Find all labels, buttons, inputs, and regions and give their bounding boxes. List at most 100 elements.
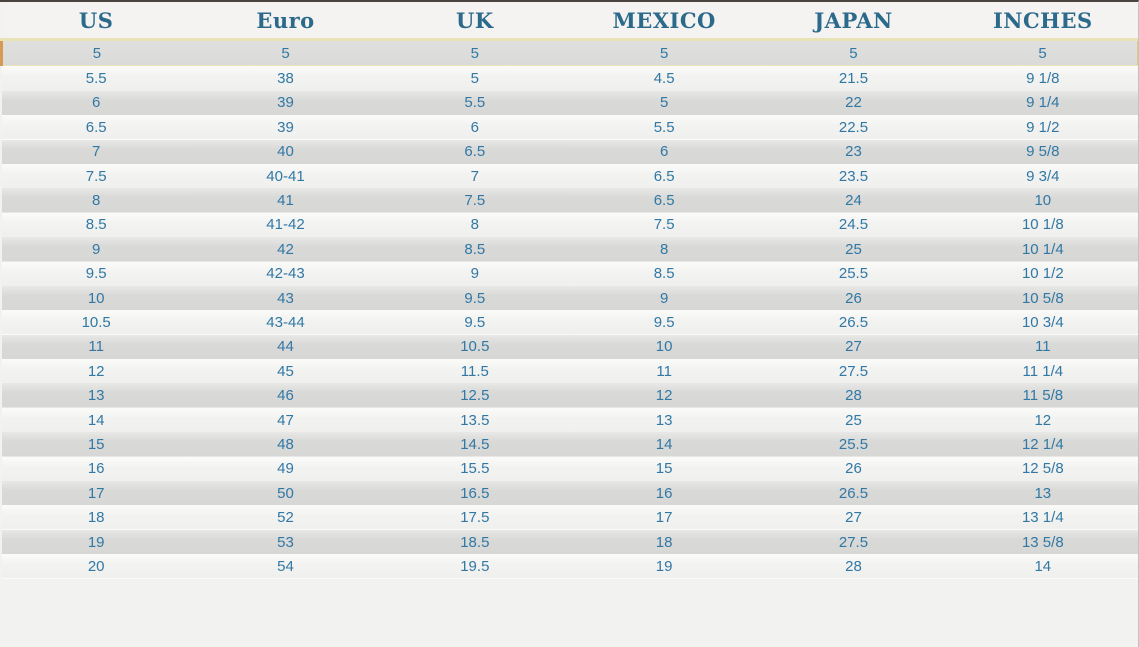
table-cell: 7.5 — [464, 192, 486, 210]
table-cell: 9 — [470, 265, 479, 283]
table-cell: 5 — [92, 44, 102, 62]
table-cell: 26 — [845, 460, 862, 478]
table-cell: 23 — [845, 143, 862, 161]
table-cell: 10.5 — [460, 338, 490, 356]
table-cell: 13.5 — [460, 411, 490, 429]
table-cell: 49 — [277, 460, 294, 478]
table-header-row: US Euro UK MEXICO JAPAN INCHES — [1, 2, 1138, 41]
table-cell: 25 — [845, 240, 862, 258]
table-row: 7.5 40-41 7 6.5 23.5 9 3/4 — [1, 163, 1138, 189]
table-cell: 8.5 — [464, 240, 486, 258]
table-cell: 14.5 — [460, 435, 490, 453]
table-cell: 24 — [845, 192, 862, 210]
table-cell: 8 — [659, 240, 669, 258]
table-cell: 42-43 — [266, 265, 305, 283]
table-cell: 52 — [277, 509, 294, 527]
table-cell: 9.5 — [464, 289, 486, 307]
table-row: 17 50 16.5 16 26.5 13 — [1, 481, 1138, 506]
table-cell: 21.5 — [838, 70, 869, 88]
table-cell: 27 — [845, 509, 862, 527]
table-cell: 13 1/4 — [1021, 509, 1064, 527]
table-cell: 11.5 — [460, 362, 489, 380]
table-cell: 11 5/8 — [1022, 387, 1064, 405]
table-cell: 28 — [845, 387, 862, 405]
column-header-us: US — [1, 2, 191, 41]
table-row: 18 52 17.5 17 27 13 1/4 — [1, 505, 1138, 530]
table-cell: 7 — [470, 167, 479, 185]
table-cell: 5.5 — [464, 94, 486, 112]
table-cell: 13 — [1034, 484, 1052, 502]
table-cell: 18 — [655, 533, 673, 551]
table-cell: 27.5 — [838, 362, 869, 380]
table-row: 10 43 9.5 9 26 10 5/8 — [1, 285, 1138, 311]
table-cell: 15.5 — [460, 460, 490, 478]
table-row: 12 45 11.5 11 27.5 11 1/4 — [1, 359, 1138, 384]
table-cell: 6 — [659, 143, 669, 161]
table-cell: 12 — [1034, 411, 1052, 429]
table-row: 5 5 5 5 5 5 — [1, 39, 1138, 66]
table-cell: 15 — [655, 460, 673, 478]
table-cell: 27 — [845, 338, 862, 356]
table-cell: 4.5 — [653, 70, 675, 88]
table-cell: 22.5 — [838, 118, 869, 136]
table-cell: 9 1/2 — [1026, 118, 1060, 136]
table-row: 8 41 7.5 6.5 24 10 — [1, 188, 1138, 213]
table-row: 19 53 18.5 18 27.5 13 5/8 — [1, 529, 1138, 555]
table-row: 9 42 8.5 8 25 10 1/4 — [1, 237, 1138, 262]
table-cell: 16 — [87, 460, 105, 478]
table-row: 16 49 15.5 15 26 12 5/8 — [1, 456, 1138, 482]
table-cell: 5 — [281, 44, 290, 62]
table-cell: 9 3/4 — [1026, 167, 1060, 185]
table-cell: 26.5 — [838, 484, 869, 502]
table-cell: 39 — [277, 94, 294, 112]
table-cell: 6.5 — [464, 143, 486, 161]
column-header-euro: Euro — [190, 2, 381, 41]
table-cell: 25.5 — [838, 265, 869, 283]
table-cell: 10 1/2 — [1021, 265, 1064, 283]
table-cell: 48 — [277, 435, 294, 453]
column-header-japan: JAPAN — [758, 2, 949, 41]
table-cell: 27.5 — [838, 533, 869, 551]
table-cell: 9 1/8 — [1026, 70, 1060, 88]
table-cell: 5 — [659, 44, 669, 62]
table-cell: 14 — [87, 411, 105, 429]
table-cell: 5 — [659, 94, 669, 112]
table-cell: 41 — [277, 192, 294, 210]
table-cell: 12 — [87, 362, 105, 380]
table-cell: 40-41 — [266, 167, 305, 185]
table-cell: 5.5 — [85, 70, 107, 88]
table-cell: 9 — [659, 289, 669, 307]
table-cell: 6.5 — [85, 118, 107, 136]
table-cell: 44 — [277, 338, 294, 356]
table-cell: 19 — [87, 533, 105, 551]
table-cell: 12 — [655, 387, 673, 405]
table-cell: 42 — [277, 240, 294, 258]
table-cell: 5 — [849, 44, 858, 62]
table-cell: 11 1/4 — [1022, 362, 1064, 380]
table-row: 9.5 42-43 9 8.5 25.5 10 1/2 — [1, 261, 1138, 286]
table-cell: 7 — [91, 143, 101, 161]
table-cell: 11 — [88, 338, 104, 356]
table-cell: 10 1/8 — [1021, 216, 1064, 234]
table-body: 5 5 5 5 5 5 5.5 38 5 4.5 21.5 9 1/8 6 39 5.5 5 22 9 1/4 6.… — [1, 39, 1138, 579]
table-cell: 25 — [845, 411, 862, 429]
table-cell: 8 — [91, 192, 101, 210]
table-cell: 14 — [1034, 557, 1052, 575]
table-cell: 26 — [845, 289, 862, 307]
table-row: 13 46 12.5 12 28 11 5/8 — [1, 383, 1138, 408]
table-cell: 8 — [470, 216, 479, 234]
table-cell: 10 5/8 — [1021, 289, 1064, 307]
table-cell: 38 — [277, 70, 294, 88]
table-cell: 6.5 — [653, 167, 675, 185]
table-row: 10.5 43-44 9.5 9.5 26.5 10 3/4 — [1, 310, 1138, 335]
table-cell: 18.5 — [460, 533, 490, 551]
table-cell: 46 — [277, 387, 294, 405]
table-cell: 12 5/8 — [1021, 460, 1064, 478]
table-cell: 39 — [277, 118, 294, 136]
table-cell: 6 — [470, 118, 479, 136]
table-cell: 45 — [277, 362, 294, 380]
shoe-size-table: US Euro UK MEXICO JAPAN INCHES 5 5 5 5 5 5 5.5… — [0, 2, 1138, 579]
table-cell: 50 — [277, 484, 294, 502]
table-cell: 20 — [87, 557, 105, 575]
